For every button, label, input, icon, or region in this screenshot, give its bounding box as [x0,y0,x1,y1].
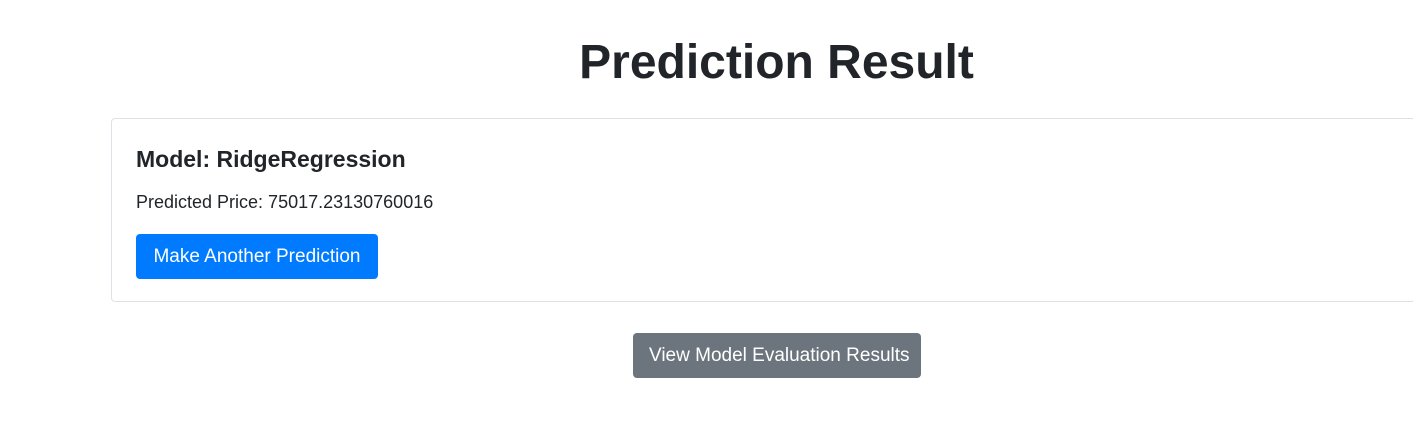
model-name-heading: Model: RidgeRegression [136,146,406,172]
predicted-price-text: Predicted Price: 75017.23130760016 [136,192,434,212]
page-title: Prediction Result [579,36,974,89]
prediction-result-card: Model: RidgeRegression Predicted Price: … [111,118,1413,302]
view-model-evaluation-button[interactable]: View Model Evaluation Results [633,333,921,378]
make-another-prediction-button[interactable]: Make Another Prediction [136,234,378,279]
